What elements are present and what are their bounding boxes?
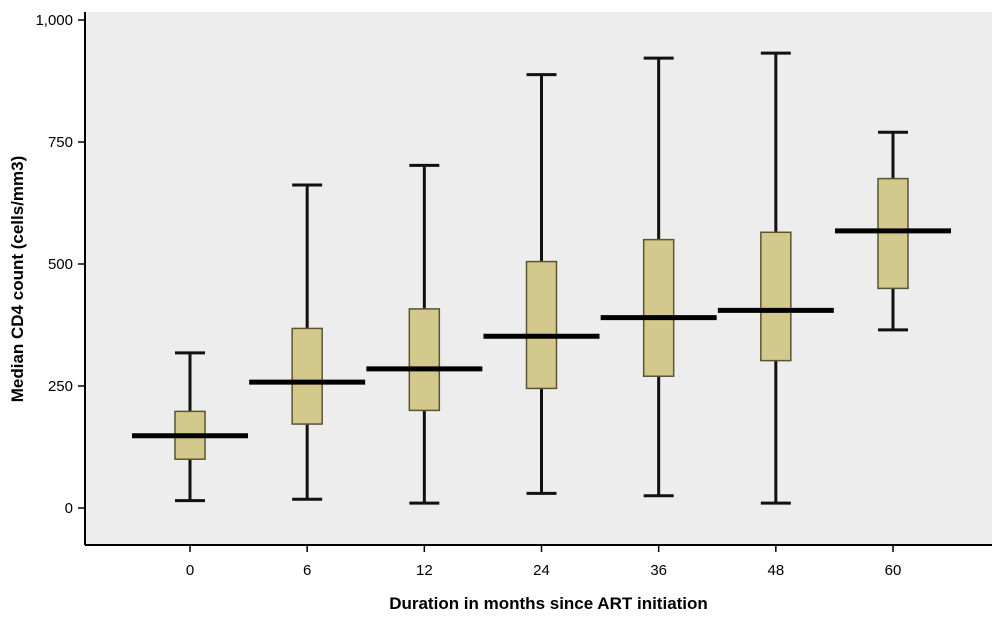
- x-axis: 0 6 12 24 36 48 60: [85, 544, 992, 579]
- x-tick-label: 48: [767, 562, 784, 579]
- box-plot-6: [249, 183, 366, 501]
- y-tick-label: 500: [48, 256, 73, 273]
- x-axis-title: Duration in months since ART initiation: [389, 594, 708, 613]
- iqr-box: [760, 231, 792, 362]
- y-axis: 0 250 500 750 1,000: [35, 12, 86, 545]
- box-plot-48: [717, 51, 834, 505]
- iqr-box: [408, 308, 441, 412]
- x-tick-label: 36: [650, 562, 667, 579]
- x-tick-label: 60: [885, 562, 902, 579]
- y-tick-label: 750: [48, 134, 73, 151]
- box-plot-60: [835, 130, 951, 332]
- iqr-box: [525, 260, 558, 390]
- y-tick-label: 250: [48, 378, 73, 395]
- box-plot-12: [366, 163, 483, 505]
- box-plot-0: [132, 351, 248, 503]
- y-tick-label: 1,000: [35, 12, 73, 29]
- y-tick-label: 0: [65, 500, 73, 517]
- iqr-box: [291, 327, 323, 425]
- box-plot-36: [600, 56, 717, 498]
- y-axis-title: Median CD4 count (cells/mm3): [8, 156, 27, 403]
- x-tick-label: 24: [533, 562, 550, 579]
- boxes: [132, 51, 951, 505]
- x-tick-label: 12: [416, 562, 433, 579]
- x-tick-label: 6: [303, 562, 311, 579]
- box-plot-24: [483, 73, 600, 495]
- iqr-box: [877, 177, 909, 290]
- x-tick-label: 0: [186, 562, 194, 579]
- iqr-box: [642, 238, 675, 377]
